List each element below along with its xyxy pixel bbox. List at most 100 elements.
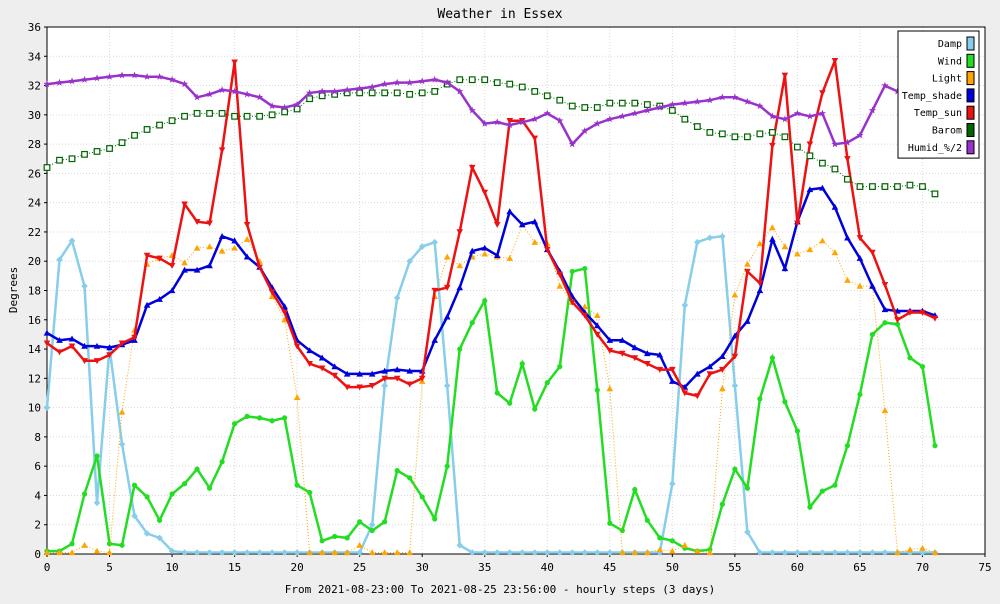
data-point-light bbox=[118, 408, 126, 415]
data-point-damp bbox=[368, 521, 376, 529]
data-point-temp-sun bbox=[418, 375, 426, 382]
data-point-damp bbox=[418, 243, 426, 250]
data-point-temp-shade bbox=[518, 221, 526, 228]
data-point-temp-sun bbox=[331, 372, 338, 379]
data-point-temp-shade bbox=[744, 317, 751, 324]
data-point-wind bbox=[544, 380, 550, 386]
data-point-wind bbox=[507, 400, 513, 406]
data-point-barom bbox=[819, 159, 826, 167]
data-point-humid-2 bbox=[718, 93, 726, 101]
data-point-temp-sun bbox=[556, 271, 564, 278]
data-point-damp bbox=[543, 549, 551, 556]
data-point-damp bbox=[143, 530, 151, 537]
data-point-temp-sun bbox=[156, 255, 163, 262]
data-point-wind bbox=[394, 467, 400, 474]
data-point-wind bbox=[156, 517, 163, 523]
data-point-humid-2 bbox=[130, 71, 139, 79]
data-point-wind bbox=[607, 520, 613, 526]
data-point-damp bbox=[606, 549, 614, 556]
data-point-damp bbox=[556, 549, 564, 556]
data-point-wind bbox=[206, 485, 213, 491]
data-point-damp bbox=[919, 549, 926, 556]
data-point-temp-shade bbox=[43, 329, 51, 336]
data-point-light bbox=[919, 544, 926, 551]
x-tick-label: 70 bbox=[916, 561, 929, 574]
data-point-humid-2 bbox=[531, 115, 539, 123]
data-point-wind bbox=[819, 488, 826, 494]
y-tick-label: 12 bbox=[28, 372, 41, 385]
data-point-temp-shade bbox=[506, 208, 514, 215]
x-tick-label: 45 bbox=[603, 561, 616, 574]
data-point-humid-2 bbox=[481, 119, 489, 127]
data-point-wind bbox=[444, 463, 450, 469]
data-point-humid-2 bbox=[206, 90, 214, 98]
x-tick-label: 75 bbox=[978, 561, 991, 574]
data-point-humid-2 bbox=[506, 121, 514, 129]
data-point-humid-2 bbox=[68, 77, 76, 85]
data-point-barom bbox=[781, 133, 789, 141]
data-point-barom bbox=[206, 109, 213, 117]
data-point-temp-shade bbox=[181, 266, 188, 273]
data-point-damp bbox=[431, 238, 439, 246]
data-point-temp-shade bbox=[819, 184, 826, 191]
data-point-light bbox=[106, 549, 113, 556]
data-point-damp bbox=[593, 549, 601, 556]
data-point-wind bbox=[369, 527, 375, 534]
data-point-humid-2 bbox=[318, 87, 326, 95]
data-point-damp bbox=[481, 549, 489, 556]
series-line-temp-shade bbox=[46, 186, 936, 389]
data-point-damp bbox=[243, 549, 251, 556]
data-point-light bbox=[181, 259, 188, 266]
data-point-barom bbox=[418, 89, 426, 97]
y-tick-label: 36 bbox=[28, 21, 41, 34]
data-point-damp bbox=[744, 528, 751, 536]
data-point-temp-sun bbox=[206, 220, 213, 227]
data-point-humid-2 bbox=[418, 77, 426, 85]
data-point-barom bbox=[68, 155, 76, 163]
legend-label-wind: Wind bbox=[938, 56, 962, 67]
data-point-humid-2 bbox=[681, 99, 689, 107]
data-point-barom bbox=[631, 99, 639, 107]
data-point-temp-sun bbox=[644, 361, 651, 367]
data-point-temp-sun bbox=[694, 393, 701, 400]
data-point-temp-shade bbox=[106, 344, 113, 351]
data-point-light bbox=[644, 549, 651, 556]
data-point-wind bbox=[882, 320, 888, 326]
data-point-barom bbox=[556, 96, 564, 104]
data-point-temp-shade bbox=[156, 295, 163, 302]
data-point-wind bbox=[644, 517, 650, 523]
data-point-temp-sun bbox=[706, 371, 714, 378]
data-point-humid-2 bbox=[656, 103, 664, 111]
data-point-humid-2 bbox=[731, 93, 739, 101]
data-point-light bbox=[881, 407, 889, 414]
data-point-light bbox=[531, 238, 539, 245]
data-point-temp-shade bbox=[669, 377, 676, 384]
data-point-wind bbox=[519, 361, 525, 367]
data-point-wind bbox=[257, 415, 263, 421]
data-point-light bbox=[243, 235, 251, 242]
data-point-wind bbox=[294, 482, 300, 488]
data-point-barom bbox=[481, 76, 489, 84]
data-point-temp-sun bbox=[81, 358, 88, 365]
data-point-temp-sun bbox=[118, 340, 126, 347]
data-point-humid-2 bbox=[368, 83, 376, 91]
data-point-wind bbox=[407, 475, 413, 481]
data-point-humid-2 bbox=[143, 73, 151, 80]
data-point-barom bbox=[231, 112, 239, 120]
series-group bbox=[43, 58, 939, 556]
data-point-barom bbox=[468, 76, 476, 84]
data-point-humid-2 bbox=[593, 119, 601, 127]
y-tick-label: 16 bbox=[28, 314, 41, 327]
data-point-temp-sun bbox=[256, 264, 263, 271]
data-point-temp-sun bbox=[781, 72, 789, 79]
data-point-barom bbox=[919, 183, 926, 190]
data-point-damp bbox=[381, 382, 388, 389]
data-point-damp bbox=[531, 549, 539, 556]
series-humid-2 bbox=[43, 71, 939, 148]
series-wind bbox=[44, 265, 938, 554]
data-point-temp-sun bbox=[368, 383, 376, 389]
data-point-wind bbox=[144, 494, 150, 500]
data-point-wind bbox=[332, 533, 338, 540]
x-tick-label: 65 bbox=[853, 561, 866, 574]
